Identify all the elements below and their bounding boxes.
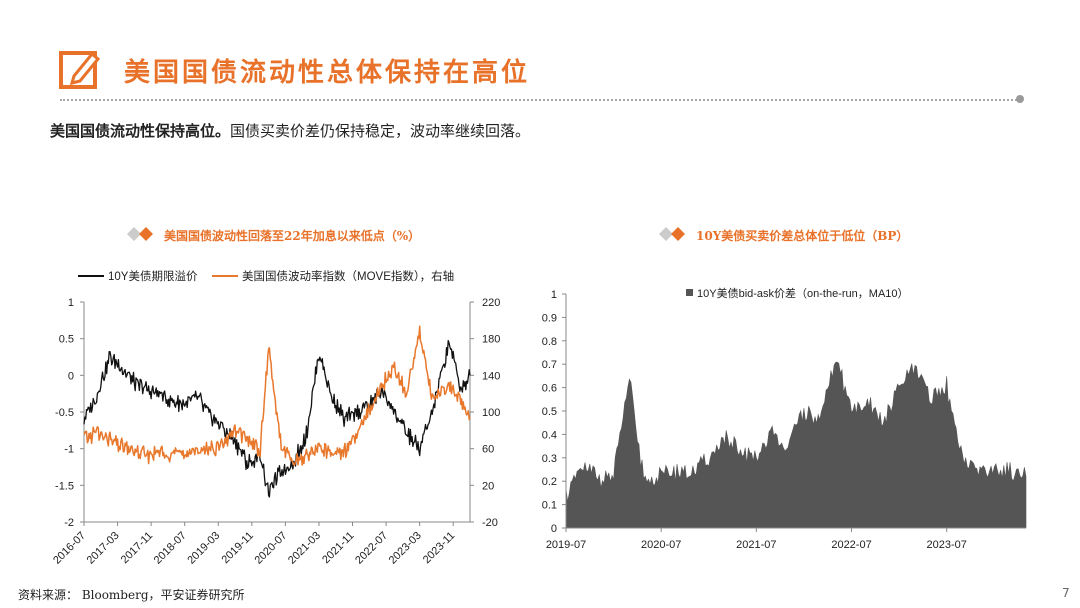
y-tick-label: 0.3	[542, 453, 557, 465]
diamond-bullet-icon	[659, 227, 685, 241]
chart-2: 1 0.9 0.8 0.7 0.6 0.5 0.4 0.3 0.2 0.1 0 2019-07 2020…	[542, 286, 1027, 551]
x-tick-label: 2020-07	[641, 539, 681, 551]
y-tick-label: 1	[551, 289, 557, 301]
y-tick-label-right: 140	[482, 370, 500, 382]
y-tick-label: 0.4	[542, 429, 557, 441]
chart-2-title: 10Y美债买卖价差总体位于低位（BP）	[696, 229, 909, 243]
title-divider	[60, 99, 1020, 101]
x-tick-label: 2022-07	[353, 530, 390, 567]
y-tick-label-left: 0.5	[59, 334, 74, 346]
y-tick-label-left: -2	[64, 517, 74, 529]
summary-text: 国债买卖价差仍保持稳定，波动率继续回落。	[230, 122, 531, 140]
series-area-bid-ask	[565, 361, 1027, 529]
series-line-term-premium	[83, 339, 471, 498]
y-tick-label-left: 1	[68, 297, 74, 309]
y-tick-label-right: 60	[482, 444, 494, 456]
page-title: 美国国债流动性总体保持在高位	[124, 58, 531, 88]
legend-swatch	[686, 289, 693, 296]
y-tick-label: 0.6	[542, 383, 557, 395]
x-tick-label: 2019-07	[546, 539, 586, 551]
summary: 美国国债流动性保持高位。国债买卖价差仍保持稳定，波动率继续回落。	[50, 120, 530, 141]
series-line-move-index	[83, 325, 471, 466]
x-tick-label: 2016-07	[51, 530, 88, 567]
edit-icon	[59, 51, 101, 89]
y-tick-label: 0.7	[542, 359, 557, 371]
y-tick-label: 0.5	[542, 406, 557, 418]
chart-1-title: 美国国债波动性回落至22年加息以来低点（%）	[164, 229, 421, 243]
x-tick-label: 2019-03	[185, 530, 222, 567]
x-tick-label: 2020-07	[252, 530, 289, 567]
y-tick-label-left: -0.5	[55, 407, 74, 419]
page-number: 7	[1062, 586, 1070, 600]
x-tick-label: 2018-07	[152, 530, 189, 567]
y-tick-label-right: 20	[482, 480, 494, 492]
x-tick-label: 2023-07	[927, 539, 967, 551]
diamond-bullet-icon	[127, 227, 153, 241]
y-tick-label-left: -1	[64, 444, 74, 456]
source-note: 资料来源： Bloomberg，平安证券研究所	[18, 588, 245, 602]
x-tick-label: 2021-11	[320, 530, 356, 566]
x-tick-label: 2017-11	[119, 530, 155, 566]
y-tick-label-left: 0	[68, 370, 74, 382]
x-tick-label: 2017-03	[85, 530, 122, 567]
x-tick-label: 2021-07	[736, 539, 776, 551]
x-tick-label: 2022-07	[831, 539, 871, 551]
legend-label: 10Y美债期限溢价	[108, 269, 198, 283]
y-tick-label-right: 180	[482, 334, 500, 346]
divider-dot	[1016, 95, 1024, 103]
chart-1: 1 0.5 0 -0.5 -1 -1.5 -2 220 180 140 100 60 20 -20 2016…	[51, 269, 500, 567]
x-tick-label: 2021-03	[286, 530, 323, 567]
y-tick-label: 0.2	[542, 476, 557, 488]
y-tick-label: 0	[551, 523, 557, 535]
y-tick-label-left: -1.5	[55, 480, 74, 492]
y-tick-label-right: 220	[482, 297, 500, 309]
summary-bold: 美国国债流动性保持高位。	[50, 122, 231, 140]
legend-label: 10Y美债bid-ask价差（on-the-run，MA10）	[697, 286, 909, 300]
y-tick-label: 0.9	[542, 312, 557, 324]
legend-label: 美国国债波动率指数（MOVE指数），右轴	[242, 269, 454, 283]
y-tick-label: 0.1	[542, 500, 557, 512]
x-tick-label: 2023-11	[421, 530, 457, 566]
y-tick-label-right: -20	[482, 517, 498, 529]
x-tick-label: 2023-03	[387, 530, 424, 567]
y-tick-label-right: 100	[482, 407, 500, 419]
x-tick-label: 2019-11	[219, 530, 255, 566]
y-tick-label: 0.8	[542, 336, 557, 348]
